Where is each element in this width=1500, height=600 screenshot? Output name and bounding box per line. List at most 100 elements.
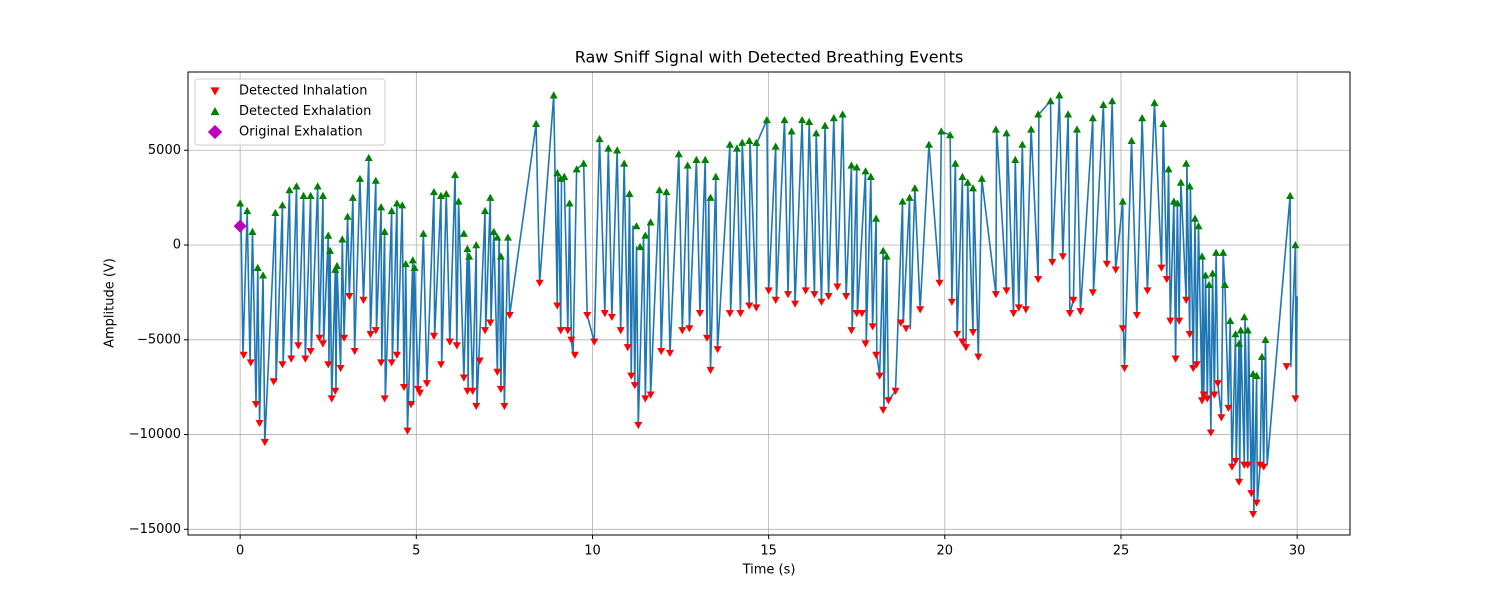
marker bbox=[625, 189, 634, 198]
marker bbox=[1111, 266, 1120, 274]
marker bbox=[331, 387, 340, 395]
marker bbox=[481, 206, 490, 215]
marker bbox=[364, 153, 373, 162]
marker bbox=[872, 351, 881, 359]
legend-label: Detected Exhalation bbox=[239, 104, 371, 119]
marker bbox=[1034, 275, 1043, 284]
marker bbox=[255, 419, 264, 428]
marker bbox=[486, 319, 495, 327]
marker bbox=[935, 279, 944, 287]
marker bbox=[1227, 463, 1236, 471]
marker bbox=[422, 380, 431, 388]
marker bbox=[1252, 499, 1261, 507]
marker bbox=[824, 293, 833, 301]
marker bbox=[991, 291, 1000, 299]
marker bbox=[1208, 269, 1217, 277]
marker bbox=[801, 287, 810, 295]
marker bbox=[371, 327, 380, 335]
marker bbox=[1256, 461, 1265, 469]
marker bbox=[1143, 287, 1152, 295]
marker bbox=[403, 427, 412, 435]
marker bbox=[1065, 310, 1074, 318]
marker bbox=[294, 342, 303, 350]
marker bbox=[338, 235, 347, 243]
marker bbox=[641, 395, 650, 403]
marker bbox=[1138, 114, 1147, 122]
marker bbox=[692, 155, 701, 163]
marker bbox=[410, 263, 419, 271]
marker bbox=[1249, 510, 1258, 519]
marker bbox=[662, 187, 671, 196]
marker bbox=[701, 155, 710, 163]
marker bbox=[556, 174, 565, 182]
marker bbox=[553, 302, 562, 310]
marker bbox=[852, 163, 861, 171]
marker bbox=[1108, 96, 1117, 105]
marker bbox=[429, 332, 438, 341]
marker bbox=[685, 325, 694, 333]
marker bbox=[377, 203, 386, 211]
marker bbox=[1198, 252, 1207, 260]
marker bbox=[535, 279, 544, 287]
marker bbox=[1009, 310, 1018, 318]
marker bbox=[791, 300, 800, 308]
marker bbox=[613, 146, 622, 154]
marker bbox=[1162, 275, 1171, 284]
marker bbox=[961, 344, 970, 352]
marker bbox=[646, 218, 655, 226]
marker bbox=[847, 327, 856, 335]
marker bbox=[570, 351, 579, 359]
marker bbox=[847, 161, 856, 169]
marker bbox=[665, 349, 674, 358]
marker bbox=[1240, 313, 1249, 321]
marker bbox=[463, 244, 472, 253]
marker bbox=[641, 231, 650, 239]
marker bbox=[963, 178, 972, 186]
marker bbox=[879, 246, 888, 254]
marker bbox=[560, 172, 569, 181]
marker bbox=[974, 353, 983, 361]
marker bbox=[702, 334, 711, 342]
marker bbox=[1203, 395, 1212, 403]
marker bbox=[472, 241, 481, 249]
y-tick-label: −10000 bbox=[129, 427, 181, 442]
marker bbox=[1210, 391, 1219, 399]
marker bbox=[493, 368, 502, 377]
marker bbox=[866, 172, 875, 181]
marker bbox=[604, 144, 613, 152]
marker bbox=[627, 372, 636, 380]
marker bbox=[991, 125, 1000, 133]
marker bbox=[452, 342, 461, 350]
marker bbox=[366, 330, 375, 339]
marker bbox=[436, 361, 445, 369]
marker bbox=[246, 359, 255, 367]
marker bbox=[762, 115, 771, 124]
plot-area: 0 5 10 15 20 25 30 −15000 −10000 −5000 0 5000 Detect… bbox=[129, 71, 1351, 559]
marker bbox=[532, 119, 541, 127]
marker bbox=[248, 227, 257, 235]
marker bbox=[868, 323, 877, 331]
marker bbox=[884, 397, 893, 405]
marker bbox=[259, 271, 268, 279]
marker bbox=[414, 385, 423, 394]
marker bbox=[858, 310, 867, 318]
marker bbox=[829, 114, 838, 122]
marker bbox=[1027, 125, 1036, 133]
marker bbox=[916, 306, 925, 314]
marker bbox=[500, 402, 509, 411]
marker bbox=[1194, 222, 1203, 230]
marker bbox=[1011, 155, 1020, 163]
marker bbox=[977, 174, 986, 182]
marker bbox=[1226, 316, 1235, 325]
marker bbox=[1182, 159, 1191, 167]
marker bbox=[496, 385, 505, 394]
marker bbox=[401, 259, 410, 268]
marker bbox=[239, 351, 248, 359]
marker bbox=[331, 265, 340, 273]
marker bbox=[465, 252, 474, 260]
axes-frame bbox=[187, 71, 1351, 536]
marker bbox=[590, 338, 599, 346]
marker bbox=[1176, 178, 1185, 186]
marker bbox=[1199, 391, 1208, 399]
legend: Detected Inhalation Detected Exhalation Or… bbox=[194, 78, 386, 146]
